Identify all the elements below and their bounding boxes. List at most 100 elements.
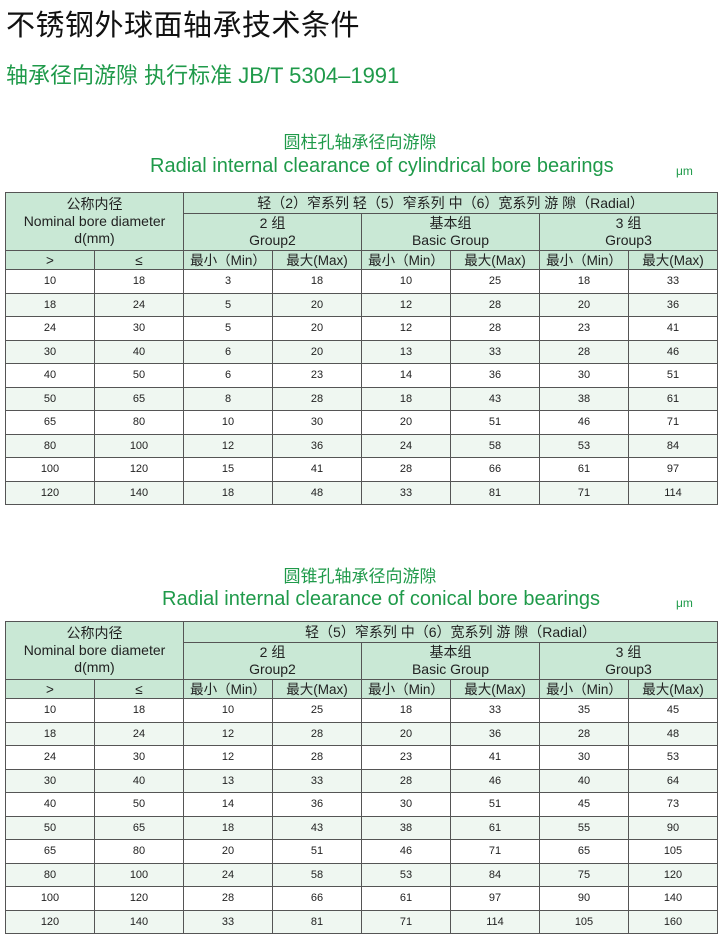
table-cell: 28 [272,386,362,411]
table-cell: 43 [272,815,362,840]
table-cell: 36 [627,292,719,317]
table-cell: 46 [450,768,540,793]
table-cell: 24 [183,862,273,887]
table-cell: 18 [94,698,184,723]
bore-header-unit: d(mm) [74,230,115,246]
table-cell: 13 [183,768,273,793]
table-cell: 100 [5,886,95,911]
table-cell: 28 [272,721,362,746]
table-cell: 43 [450,386,540,411]
group-header: 3 组 Group3 [538,213,719,251]
table-cell: 46 [539,410,629,435]
table-cell: 33 [361,480,451,505]
table-1-unit: μm [676,164,693,178]
table-cell: 28 [539,721,629,746]
column-header: 最大(Max) [627,250,719,270]
table-cell: 13 [361,339,451,364]
table-cell: 80 [94,839,184,864]
table-cell: 18 [272,269,362,294]
table-cell: 6 [183,339,273,364]
table-cell: 24 [94,721,184,746]
table-cell: 20 [361,410,451,435]
table-cell: 28 [361,768,451,793]
table-cell: 65 [539,839,629,864]
table-cell: 41 [272,457,362,482]
table-cell: 30 [361,792,451,817]
table-row: 100 120 15 41 28 66 61 97 [5,457,719,482]
table-row: 50 65 18 43 38 61 55 90 [5,815,718,840]
table-cell: 71 [361,909,451,934]
table-cell: 120 [94,457,184,482]
table-row: 65 80 20 51 46 71 65 105 [5,839,718,864]
table-cell: 114 [627,480,719,505]
table-cell: 81 [272,909,362,934]
table-cell: 65 [94,386,184,411]
table-cell: 65 [94,815,184,840]
table-cell: 15 [183,457,273,482]
clearance-table-cylindrical: 公称内径 Nominal bore diameter d(mm) 轻（2）窄系列 轻（… [5,192,719,505]
table-cell: 33 [450,698,540,723]
table-cell: 12 [361,316,451,341]
table-cell: 51 [272,839,362,864]
table-cell: 30 [5,339,95,364]
table-cell: 28 [183,886,273,911]
bore-header-en: Nominal bore diameter [23,642,166,658]
group-header-cn: 3 组 [615,215,642,231]
table-cell: 38 [361,815,451,840]
group-header-en: Group2 [249,232,296,248]
table-row: 120 140 33 81 71 114 105 160 [5,909,718,934]
table-cell: 71 [450,839,540,864]
column-header: 最大(Max) [272,250,362,270]
table-cell: 5 [183,316,273,341]
table-row: 80 100 24 58 53 84 75 120 [5,862,718,887]
table-cell: 48 [628,721,718,746]
table-cell: 84 [450,862,540,887]
table-cell: 3 [183,269,273,294]
page-subtitle: 轴承径向游隙 执行标准 JB/T 5304–1991 [6,63,400,88]
bore-header-cn: 公称内径 [66,196,123,212]
table-cell: 46 [361,839,451,864]
table-cell: 71 [539,480,629,505]
bore-header-en: Nominal bore diameter [23,213,166,229]
table-row: 30 40 6 20 13 33 28 46 [5,339,719,364]
group-header-en: Group3 [605,232,652,248]
column-header: 最大(Max) [450,250,540,270]
table-cell: 140 [94,480,184,505]
table-cell: 140 [628,886,718,911]
table-cell: 41 [627,316,719,341]
table-row: 18 24 5 20 12 28 20 36 [5,292,719,317]
table-cell: 65 [5,839,95,864]
table-cell: 24 [94,292,184,317]
table-cell: 10 [183,698,273,723]
column-header: 最小（Min） [361,679,451,699]
table-cell: 14 [183,792,273,817]
table-cell: 61 [627,386,719,411]
table-cell: 18 [183,815,273,840]
table-cell: 84 [627,433,719,458]
table-row: 18 24 12 28 20 36 28 48 [5,721,718,746]
table-cell: 120 [94,886,184,911]
column-header: > [5,250,95,270]
table-cell: 18 [5,292,95,317]
table-cell: 53 [539,433,629,458]
table-cell: 18 [361,698,451,723]
table-cell: 18 [183,480,273,505]
table-row: 65 80 10 30 20 51 46 71 [5,410,719,435]
table-cell: 58 [272,862,362,887]
bore-header-cn: 公称内径 [66,625,123,641]
table-cell: 28 [361,457,451,482]
table-cell: 23 [361,745,451,770]
table-cell: 73 [628,792,718,817]
table-cell: 8 [183,386,273,411]
table-cell: 28 [272,745,362,770]
table-cell: 10 [5,698,95,723]
group-header-en: Basic Group [411,661,490,677]
table-cell: 114 [450,909,540,934]
series-header: 轻（5）窄系列 中（6）宽系列 游 隙（Radial） [183,621,718,643]
column-header: > [5,679,95,699]
table-cell: 5 [183,292,273,317]
table-cell: 18 [5,721,95,746]
column-header: 最大(Max) [272,679,362,699]
table-cell: 120 [5,909,95,934]
table-cell: 12 [183,433,273,458]
